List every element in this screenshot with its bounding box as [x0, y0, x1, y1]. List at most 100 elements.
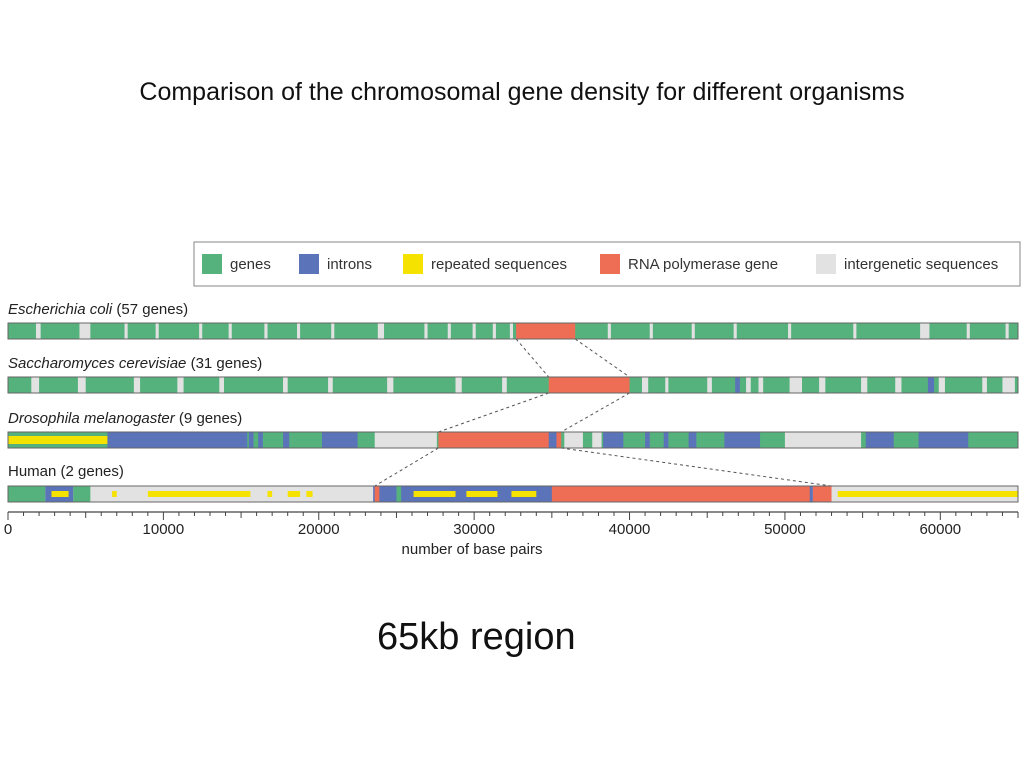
tick-label: 60000 [919, 521, 961, 538]
track-segment-intergenic [938, 377, 945, 393]
legend-swatch [202, 254, 222, 274]
track-label: Human (2 genes) [8, 463, 124, 480]
track-segment-intergenic [328, 377, 333, 393]
track-segment-repeat [147, 491, 251, 497]
track-segment-intergenic [966, 323, 970, 339]
track-segment-introns [724, 432, 761, 448]
track-segment-repeat [267, 491, 273, 497]
track-segment-repeat [466, 491, 498, 497]
track-segment-rna [374, 486, 380, 502]
track-outline [7, 322, 1019, 340]
track-segment-intergenic [1002, 377, 1015, 393]
track-segment-intergenic [472, 323, 476, 339]
track-segment-repeat [112, 491, 117, 497]
track-segment-intergenic [920, 323, 930, 339]
connector-line [574, 338, 630, 378]
track-segment-intergenic [733, 323, 737, 339]
track-segment-intergenic [502, 377, 507, 393]
connector-line [438, 392, 549, 433]
track-segment-intergenic [492, 323, 496, 339]
rna-polymerase-connectors [374, 338, 832, 487]
track-segment-intergenic [1005, 323, 1009, 339]
connector-line [560, 392, 630, 433]
track-segment-intergenic [564, 432, 583, 448]
chromosome-tracks: Escherichia coli (57 genes) Saccharomyces… [7, 301, 1019, 503]
track-label: Escherichia coli (57 genes) [8, 301, 188, 318]
track-segment-repeat [287, 491, 301, 497]
track-segment-repeat [306, 491, 313, 497]
track-segment-introns [865, 432, 894, 448]
track-segment-intergenic [177, 377, 184, 393]
tick-label: 20000 [298, 521, 340, 538]
track-segment-introns [321, 432, 358, 448]
track-segment-intergenic [784, 432, 862, 448]
track-segment-intergenic [424, 323, 428, 339]
track-segment-introns [107, 432, 248, 448]
track-segment-repeat [8, 436, 108, 444]
track-segment-intergenic [228, 323, 232, 339]
connector-line [515, 338, 550, 378]
track-segment-intergenic [264, 323, 268, 339]
track-segment-introns [645, 432, 650, 448]
track-segment-intergenic [819, 377, 826, 393]
track-segment-intergenic [387, 377, 394, 393]
track-segment-intergenic [79, 323, 91, 339]
connector-line [374, 447, 439, 487]
track-segment-rna [516, 323, 576, 339]
track-outline [7, 485, 1019, 503]
track-segment-rna [551, 486, 810, 502]
tick-label: 10000 [143, 521, 185, 538]
track-segment-introns [258, 432, 263, 448]
track-segment-intergenic [789, 377, 803, 393]
tick-label: 50000 [764, 521, 806, 538]
track-segment-intergenic [31, 377, 40, 393]
chromosome-track: Escherichia coli (57 genes) [7, 301, 1019, 340]
track-segment-intergenic [35, 323, 41, 339]
track-segment-intergenic [455, 377, 462, 393]
legend-label: introns [327, 256, 372, 273]
slide-title: Comparison of the chromosomal gene densi… [139, 78, 905, 106]
legend-swatch [816, 254, 836, 274]
track-segment-intergenic [607, 323, 611, 339]
track-segment-introns [283, 432, 290, 448]
track-segment-repeat [413, 491, 456, 497]
track-segment-introns [548, 432, 557, 448]
track-label: Saccharomyces cerevisiae (31 genes) [8, 355, 262, 372]
legend: genes introns repeated sequences RNA polyme… [193, 241, 1021, 287]
legend-swatch [299, 254, 319, 274]
track-outline [7, 376, 1019, 394]
track-segment-intergenic [895, 377, 902, 393]
legend-label: intergenetic sequences [844, 256, 998, 273]
connector-line [561, 447, 832, 487]
track-segment-intergenic [691, 323, 695, 339]
track-segment-intergenic [199, 323, 203, 339]
track-segment-genes [396, 486, 402, 502]
track-segment-introns [918, 432, 969, 448]
chromosome-track: Saccharomyces cerevisiae (31 genes) [7, 355, 1019, 394]
track-outline [7, 431, 1019, 449]
legend-swatch [600, 254, 620, 274]
track-segment-introns [927, 377, 935, 393]
track-segment-intergenic [592, 432, 602, 448]
track-segment-intergenic [861, 377, 868, 393]
track-segment-introns [663, 432, 669, 448]
region-caption: 65kb region [377, 616, 576, 658]
track-segment-intergenic [219, 377, 224, 393]
track-segment-rna [438, 432, 562, 448]
chromosome-track: Human (2 genes) [7, 463, 1019, 503]
track-segment-intergenic [649, 323, 653, 339]
legend-label: RNA polymerase gene [628, 256, 778, 273]
track-segment-repeat [51, 491, 69, 497]
track-segment-intergenic [331, 323, 335, 339]
track-segment-rna [812, 486, 832, 502]
track-segment-intergenic [283, 377, 288, 393]
x-axis: 0 10000 20000 30000 40000 50000 60000 number of… [4, 511, 1019, 558]
legend-swatch [403, 254, 423, 274]
track-label: Drosophila melanogaster (9 genes) [8, 410, 242, 427]
track-segment-repeat [837, 491, 1018, 497]
chromosome-track: Drosophila melanogaster (9 genes) [7, 410, 1019, 449]
track-segment-intergenic [77, 377, 86, 393]
track-segment-genes [73, 486, 91, 502]
track-segment-intergenic [758, 377, 764, 393]
